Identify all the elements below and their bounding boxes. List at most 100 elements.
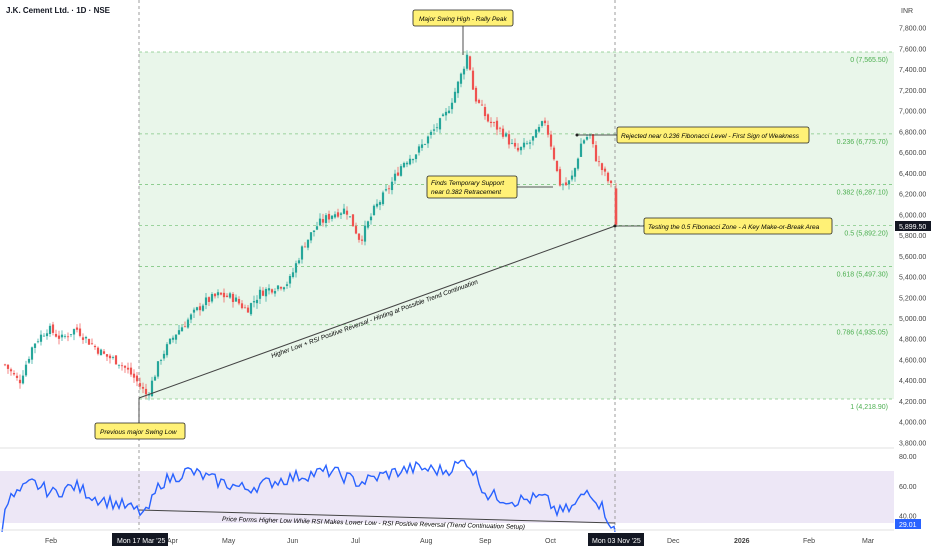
callout-rejected[interactable]: Rejected near 0.236 Fibonacci Level - Fi… (575, 126, 810, 144)
candle[interactable] (168, 338, 172, 344)
candle[interactable] (18, 379, 22, 384)
candle[interactable] (54, 333, 58, 337)
candle[interactable] (15, 375, 19, 378)
candle[interactable] (216, 292, 220, 296)
candle[interactable] (114, 355, 118, 365)
candle[interactable] (372, 205, 376, 215)
candle[interactable] (327, 213, 331, 220)
candle[interactable] (369, 216, 373, 221)
candle[interactable] (57, 335, 61, 339)
candle[interactable] (354, 226, 358, 234)
candle[interactable] (573, 168, 577, 177)
candle[interactable] (75, 327, 79, 330)
candle[interactable] (198, 306, 202, 311)
candle[interactable] (495, 120, 499, 130)
candle[interactable] (441, 114, 445, 117)
candle[interactable] (606, 172, 610, 182)
candle[interactable] (300, 246, 304, 260)
candle[interactable] (21, 375, 25, 384)
candle[interactable] (291, 272, 295, 278)
candle[interactable] (237, 298, 241, 304)
candle[interactable] (159, 360, 163, 361)
candle[interactable] (81, 337, 85, 340)
candle[interactable] (387, 188, 391, 190)
candle[interactable] (489, 121, 493, 124)
candle[interactable] (585, 137, 589, 140)
candle[interactable] (36, 341, 40, 343)
candle[interactable] (399, 166, 403, 176)
candle[interactable] (582, 140, 586, 144)
candle[interactable] (420, 144, 424, 148)
candle[interactable] (243, 307, 247, 309)
candle[interactable] (63, 335, 67, 337)
price-axis[interactable]: 7,800.00 7,600.00 7,400.00 7,200.00 7,000.00… (899, 26, 926, 448)
candle[interactable] (540, 121, 544, 126)
candle[interactable] (507, 134, 511, 145)
candle[interactable] (474, 87, 478, 102)
candle[interactable] (48, 325, 52, 335)
candle[interactable] (561, 184, 565, 186)
candle[interactable] (336, 212, 340, 217)
candle[interactable] (390, 181, 394, 191)
candle[interactable] (516, 147, 520, 151)
candle[interactable] (255, 299, 259, 304)
candle[interactable] (558, 169, 562, 186)
callout-swing-high[interactable]: Major Swing High - Rally Peak (412, 9, 514, 55)
candle[interactable] (96, 347, 100, 354)
candle[interactable] (60, 334, 64, 338)
candle[interactable] (285, 284, 289, 286)
candle[interactable] (579, 143, 583, 157)
candle[interactable] (456, 81, 460, 94)
candle[interactable] (228, 293, 232, 298)
candle[interactable] (144, 388, 148, 395)
candle[interactable] (111, 357, 115, 358)
candle[interactable] (486, 114, 490, 122)
candle[interactable] (492, 122, 496, 124)
candle[interactable] (288, 275, 292, 284)
candle[interactable] (321, 219, 325, 223)
candle[interactable] (477, 99, 481, 103)
candle[interactable] (366, 221, 370, 228)
candle[interactable] (405, 162, 409, 165)
candle[interactable] (480, 104, 484, 106)
candle[interactable] (24, 364, 28, 376)
candle[interactable] (555, 160, 559, 172)
candle[interactable] (123, 365, 127, 368)
candle[interactable] (6, 364, 10, 369)
candle[interactable] (129, 367, 133, 375)
callout-swing-low[interactable]: Previous major Swing Low (94, 398, 186, 440)
candle[interactable] (531, 136, 535, 141)
candle[interactable] (324, 215, 328, 223)
candle[interactable] (528, 142, 532, 144)
candle[interactable] (171, 337, 175, 340)
candle[interactable] (330, 215, 334, 219)
candle[interactable] (468, 56, 472, 70)
candle[interactable] (552, 147, 556, 160)
candle[interactable] (174, 334, 178, 340)
candle[interactable] (363, 225, 367, 242)
candle[interactable] (444, 111, 448, 116)
candle[interactable] (189, 314, 193, 320)
candle[interactable] (315, 226, 319, 230)
candle[interactable] (351, 214, 355, 227)
candle[interactable] (93, 345, 97, 348)
candle[interactable] (90, 343, 94, 345)
candle[interactable] (201, 305, 205, 311)
candle[interactable] (429, 131, 433, 135)
candle[interactable] (459, 73, 463, 84)
candle[interactable] (117, 364, 121, 366)
candle[interactable] (147, 394, 151, 396)
candle[interactable] (546, 125, 550, 135)
candle[interactable] (396, 172, 400, 176)
candle[interactable] (522, 142, 526, 148)
candle[interactable] (258, 289, 262, 299)
candle[interactable] (156, 361, 160, 377)
candle[interactable] (465, 54, 469, 69)
candle[interactable] (234, 297, 238, 302)
candle[interactable] (162, 353, 166, 359)
candle-last[interactable] (614, 188, 618, 225)
candle[interactable] (534, 129, 538, 138)
candle[interactable] (594, 145, 598, 162)
candle[interactable] (357, 233, 361, 240)
candle[interactable] (408, 158, 412, 165)
